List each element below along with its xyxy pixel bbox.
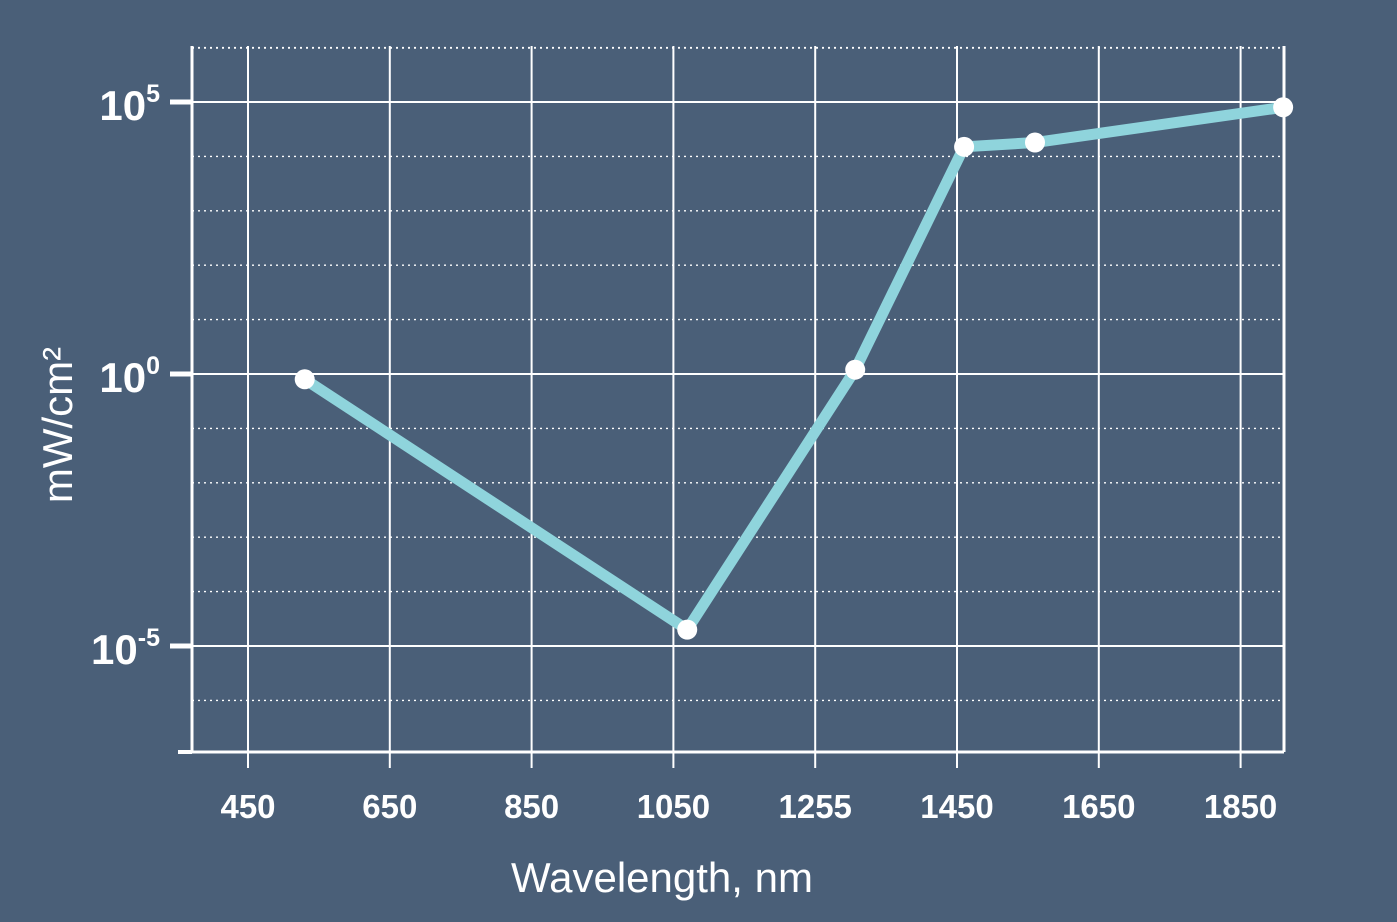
x-tick-label: 1650 [1062,788,1135,825]
x-tick-label: 1050 [637,788,710,825]
x-tick-label: 1450 [920,788,993,825]
data-point [845,359,866,380]
series-line [299,101,1289,636]
x-tick-label: 650 [362,788,417,825]
series-layer [294,97,1294,640]
y-tick-label: 105 [99,80,160,129]
y-tick-label: 10-5 [91,624,160,673]
minor-gridlines [192,46,1284,702]
data-point [954,136,975,157]
data-point [677,619,698,640]
x-tick-label: 1255 [778,788,851,825]
x-axis-title: Wavelength, nm [511,854,813,901]
x-tick-label: 1850 [1204,788,1277,825]
y-tick-label: 100 [99,352,160,401]
data-point [1273,97,1294,118]
data-point [1024,132,1045,153]
y-axis-title: mW/cm² [34,347,81,503]
x-tick-labels: 450 650 850 1050 1255 1450 1650 1850 [220,788,1277,825]
data-point [294,369,315,390]
x-tick-label: 450 [220,788,275,825]
y-tick-labels: 105 100 10-5 [91,80,160,673]
axes [170,46,1286,754]
x-tick-label: 850 [504,788,559,825]
